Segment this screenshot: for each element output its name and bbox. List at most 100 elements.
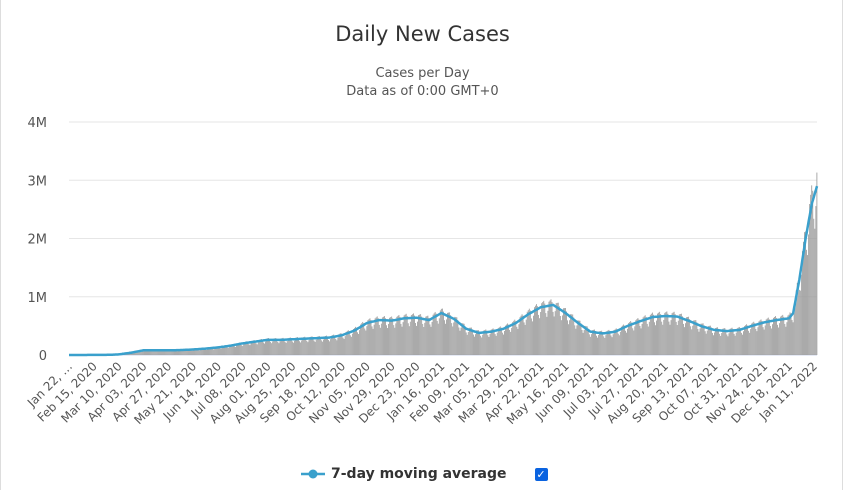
bar-daily-cases — [538, 314, 540, 355]
bar-daily-cases — [186, 349, 188, 355]
bar-daily-cases — [463, 323, 465, 355]
y-tick-label: 3M — [28, 174, 48, 189]
bar-daily-cases — [683, 323, 684, 355]
bar-daily-cases — [441, 308, 443, 355]
bar-daily-cases — [473, 334, 474, 355]
bar-daily-cases — [484, 330, 486, 355]
bar-daily-cases — [744, 326, 745, 355]
bar-daily-cases — [277, 341, 279, 355]
bar-daily-cases — [402, 322, 404, 355]
bar-daily-cases — [581, 329, 583, 355]
bar-daily-cases — [274, 338, 276, 355]
bar-daily-cases — [378, 324, 380, 355]
bar-daily-cases — [536, 304, 537, 355]
bar-daily-cases — [650, 313, 652, 355]
bar-daily-cases — [677, 320, 679, 355]
bar-daily-cases — [135, 351, 137, 355]
bar-daily-cases — [261, 339, 263, 355]
bar-daily-cases — [211, 347, 213, 355]
bar-daily-cases — [139, 351, 141, 355]
bar-daily-cases — [627, 328, 628, 355]
bar-daily-cases — [814, 228, 816, 355]
bar-daily-cases — [479, 331, 481, 355]
bar-daily-cases — [221, 347, 223, 355]
bar-daily-cases — [200, 348, 202, 355]
bar-daily-cases — [507, 323, 508, 355]
bar-daily-cases — [779, 323, 781, 355]
chart-subtitle-date: Data as of 0:00 GMT+0 — [346, 84, 499, 99]
bar-daily-cases — [729, 328, 731, 355]
bar-daily-cases — [737, 327, 739, 355]
bar-daily-cases — [396, 316, 398, 355]
bar-daily-cases — [806, 249, 807, 355]
bar-daily-cases — [435, 313, 437, 355]
bar-daily-cases — [321, 341, 323, 355]
bar-daily-cases — [691, 329, 693, 355]
bar-daily-cases — [258, 339, 260, 355]
bar-daily-cases — [535, 305, 536, 355]
bar-daily-cases — [432, 314, 434, 355]
bar-daily-cases — [333, 334, 335, 355]
bar-daily-cases — [697, 328, 699, 355]
bar-daily-cases — [603, 336, 605, 355]
bar-daily-cases — [513, 320, 515, 355]
bar-daily-cases — [646, 323, 648, 355]
bar-daily-cases — [208, 347, 209, 355]
bar-daily-cases — [347, 330, 349, 355]
bar-daily-cases — [732, 329, 734, 355]
bar-daily-cases — [494, 334, 496, 355]
bar-daily-cases — [285, 342, 287, 355]
bar-daily-cases — [207, 349, 208, 355]
bar-daily-cases — [466, 334, 468, 355]
bar-daily-cases — [229, 344, 231, 355]
bar-daily-cases — [539, 318, 541, 355]
bar-daily-cases — [534, 307, 535, 355]
bar-daily-cases — [482, 334, 484, 355]
bar-daily-cases — [165, 349, 167, 355]
bar-daily-cases — [591, 330, 593, 355]
bar-daily-cases — [496, 332, 498, 355]
bar-daily-cases — [325, 335, 326, 355]
bar-daily-cases — [147, 350, 148, 355]
bar-daily-cases — [554, 311, 556, 355]
bar-daily-cases — [187, 349, 189, 355]
bar-daily-cases — [282, 337, 284, 355]
bar-daily-cases — [326, 335, 327, 355]
bar-daily-cases — [309, 337, 311, 355]
bar-daily-cases — [812, 190, 814, 355]
bar-daily-cases — [253, 340, 255, 355]
bar-daily-cases — [425, 316, 427, 355]
bar-daily-cases — [161, 350, 163, 355]
bar-daily-cases — [381, 317, 383, 355]
legend-checkbox[interactable]: ✓ — [534, 467, 548, 481]
bar-daily-cases — [410, 314, 412, 355]
bar-daily-cases — [142, 349, 144, 355]
bar-daily-cases — [719, 333, 721, 355]
bar-daily-cases — [724, 328, 726, 355]
bar-daily-cases — [286, 341, 288, 355]
bar-daily-cases — [344, 336, 346, 355]
bar-daily-cases — [369, 318, 371, 355]
bar-daily-cases — [721, 333, 723, 355]
bar-daily-cases — [529, 310, 531, 355]
bar-daily-cases — [743, 331, 744, 355]
bar-daily-cases — [654, 322, 655, 355]
bar-daily-cases — [756, 331, 758, 355]
bar-daily-cases — [811, 185, 813, 355]
bar-daily-cases — [356, 327, 357, 355]
bar-daily-cases — [563, 308, 564, 355]
bar-daily-cases — [796, 282, 798, 355]
bar-daily-cases — [155, 351, 157, 355]
bar-daily-cases — [493, 329, 495, 355]
bar-daily-cases — [735, 332, 737, 355]
bar-daily-cases — [655, 325, 656, 355]
legend-item-moving-average[interactable]: 7-day moving average ✓ — [301, 466, 548, 482]
bar-daily-cases — [361, 323, 363, 355]
bar-daily-cases — [284, 341, 286, 355]
bar-daily-cases — [362, 321, 364, 355]
bar-daily-cases — [153, 350, 155, 355]
bar-daily-cases — [503, 334, 504, 355]
bar-daily-cases — [196, 348, 198, 355]
bar-daily-cases — [451, 323, 453, 355]
bar-daily-cases — [661, 321, 663, 355]
